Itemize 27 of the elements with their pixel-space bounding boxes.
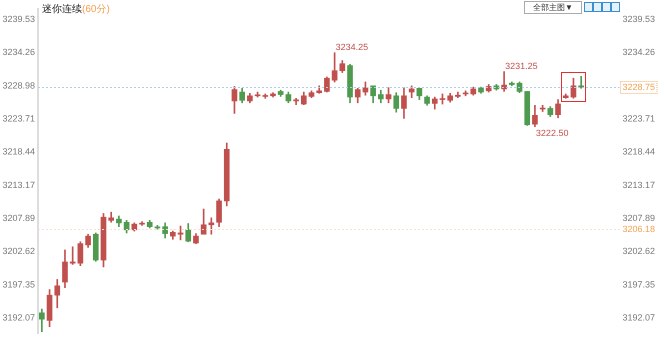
y-tick-label: 3218.44 [622,146,655,157]
ref-line-label: 3228.75 [622,82,656,92]
y2-tick-label: 3228.98 [2,80,35,90]
chart-title: 迷你连续 [42,4,82,15]
y-tick-label: 3239.53 [622,14,655,24]
y2-tick-label: 3234.26 [2,47,35,58]
y-tick-label: 3202.62 [622,246,655,256]
y-tick-label: 3213.17 [622,180,655,190]
y2-tick-label: 3202.62 [2,246,35,256]
y-tick-label: 3197.35 [622,279,655,290]
y2-tick-label: 3207.89 [2,213,35,224]
y-tick-label: 3223.71 [622,114,655,124]
chart-subtitle: (60分) [82,4,110,15]
annotation: 3231.25 [505,61,538,72]
y-tick-label: 3192.07 [622,312,655,323]
annotation: 全部主图▼ [524,1,582,14]
annotation: 3234.25 [336,42,368,52]
y2-tick-label: 3213.17 [2,180,35,190]
y2-tick-label: 3197.35 [2,279,35,290]
y2-tick-label: 3223.71 [2,114,35,124]
y2-tick-label: 3192.07 [2,312,35,323]
y-tick-label: 3234.26 [622,47,655,58]
annotation: 3222.50 [536,128,568,138]
ref-line-label: 3206.18 [622,224,656,234]
y-tick-label: 3207.89 [622,213,655,224]
y2-tick-label: 3218.44 [2,146,35,157]
y2-tick-label: 3239.53 [2,14,35,24]
